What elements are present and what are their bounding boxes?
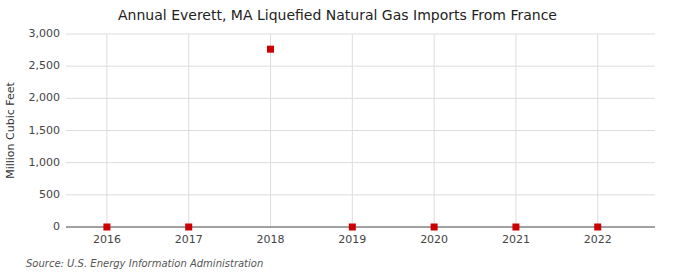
point	[512, 224, 519, 231]
y-tick-label: 2,500	[29, 59, 61, 72]
x-grid-line	[188, 34, 189, 227]
grid	[66, 34, 655, 227]
chart-svg: Annual Everett, MA Liquefied Natural Gas…	[0, 0, 675, 275]
chart-container: Annual Everett, MA Liquefied Natural Gas…	[0, 0, 675, 275]
x-grid-line	[106, 34, 107, 227]
y-grid-line	[66, 98, 655, 99]
tick-labels: 0 500 1,000 1,500 2,000 2,500 3,000 2016 2017 201…	[29, 27, 612, 246]
y-grid-line	[66, 130, 655, 131]
x-axis-line	[66, 227, 655, 228]
y-tick-label: 0	[53, 220, 60, 233]
x-tick-label: 2018	[257, 233, 285, 246]
x-tick-label: 2022	[584, 233, 612, 246]
x-grid-line	[352, 34, 353, 227]
title: Annual Everett, MA Liquefied Natural Gas…	[118, 7, 557, 23]
y-grid-line	[66, 194, 655, 195]
x-grid-line	[597, 34, 598, 227]
point	[185, 224, 192, 231]
y-axis-label: Million Cubic Feet	[4, 81, 17, 178]
point	[431, 224, 438, 231]
x-grid-line	[434, 34, 435, 227]
y-tick-label: 3,000	[29, 27, 61, 40]
y-grid-line	[66, 66, 655, 67]
x-grid-line	[270, 34, 271, 227]
x-tick-label: 2021	[502, 233, 530, 246]
y-grid-line	[66, 227, 655, 228]
points	[103, 46, 601, 231]
y-tick-label: 1,500	[29, 124, 61, 137]
point	[267, 46, 274, 53]
y-tick-label: 2,000	[29, 91, 61, 104]
y-grid-line	[66, 162, 655, 163]
x-grid-line	[515, 34, 516, 227]
point	[594, 224, 601, 231]
background	[0, 0, 675, 275]
y-grid-line	[66, 34, 655, 35]
point	[349, 224, 356, 231]
y-tick-label: 500	[39, 188, 60, 201]
x-tick-label: 2019	[338, 233, 366, 246]
x-tick-label: 2016	[93, 233, 121, 246]
y-tick-label: 1,000	[29, 156, 61, 169]
source-note: Source: U.S. Energy Information Administ…	[26, 258, 263, 269]
x-tick-label: 2017	[175, 233, 203, 246]
x-tick-label: 2020	[420, 233, 448, 246]
point	[103, 224, 110, 231]
